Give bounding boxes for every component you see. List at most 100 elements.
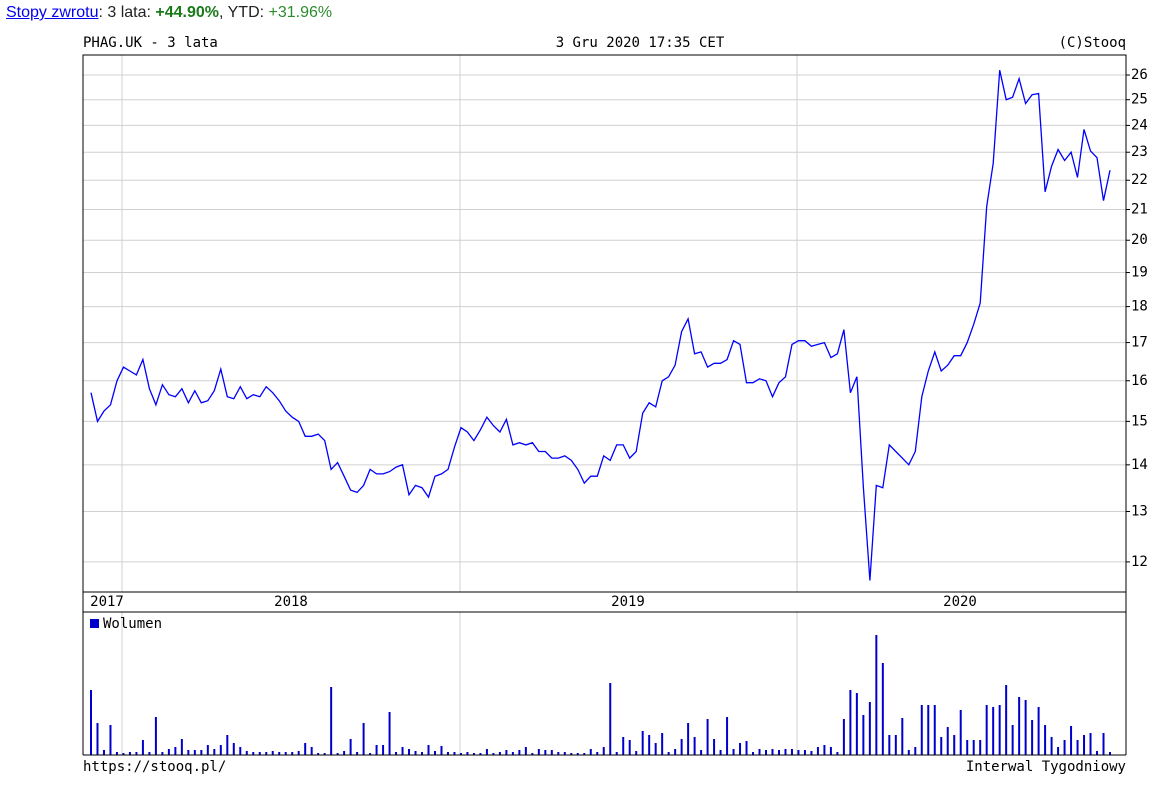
- volume-bar: [369, 753, 372, 755]
- volume-bar: [602, 747, 605, 755]
- volume-bar: [245, 751, 248, 755]
- volume-bar: [284, 752, 287, 755]
- volume-bar: [492, 753, 495, 755]
- volume-bar: [881, 663, 884, 755]
- volume-bar: [713, 739, 716, 755]
- ytd-value: +31.96%: [268, 4, 333, 21]
- y-tick-label: 14: [1131, 457, 1148, 473]
- volume-bar: [148, 752, 151, 755]
- volume-bar: [622, 737, 625, 755]
- volume-bar: [102, 750, 105, 755]
- volume-bar: [395, 752, 398, 755]
- volume-bar: [589, 749, 592, 755]
- volume-bar: [570, 753, 573, 755]
- volume-bar: [1050, 737, 1053, 755]
- volume-bar: [310, 747, 313, 755]
- returns-header: Stopy zwrotu: 3 lata: +44.90%, YTD: +31.…: [6, 4, 332, 22]
- volume-bar: [362, 723, 365, 755]
- volume-bar: [109, 725, 112, 755]
- y-tick-label: 16: [1131, 373, 1148, 389]
- volume-bar: [765, 750, 768, 755]
- volume-bar: [667, 752, 670, 755]
- volume-bar: [648, 735, 651, 755]
- volume-bar: [959, 710, 962, 755]
- volume-bar: [252, 752, 255, 755]
- volume-bar: [336, 753, 339, 755]
- volume-bar: [1005, 685, 1008, 755]
- volume-bar: [96, 723, 99, 755]
- volume-bar: [511, 752, 514, 755]
- volume-bar: [349, 739, 352, 755]
- volume-bar: [271, 751, 274, 755]
- volume-bar: [849, 690, 852, 755]
- volume-bar: [739, 743, 742, 755]
- volume-bar: [635, 751, 638, 755]
- y-tick-label: 13: [1131, 504, 1148, 520]
- volume-bar: [1076, 740, 1079, 755]
- symbol: PHAG.UK - 3 lata: [83, 35, 218, 51]
- volume-bar: [1063, 740, 1066, 755]
- volume-bar: [680, 739, 683, 755]
- volume-bar: [654, 743, 657, 755]
- volume-bar: [940, 737, 943, 755]
- volume-bar: [927, 705, 930, 755]
- year-label: 2019: [611, 594, 645, 610]
- volume-bar: [862, 715, 865, 755]
- volume-bar: [135, 752, 138, 755]
- volume-bar: [213, 749, 216, 755]
- y-tick-label: 15: [1131, 413, 1148, 429]
- period-label: : 3 lata:: [98, 4, 156, 21]
- volume-bar: [141, 740, 144, 755]
- copyright: (C)Stooq: [1059, 35, 1126, 51]
- volume-bar: [661, 733, 664, 755]
- legend-swatch: [90, 619, 99, 628]
- volume-bar: [894, 735, 897, 755]
- returns-link[interactable]: Stopy zwrotu: [6, 4, 99, 21]
- volume-bar: [790, 749, 793, 755]
- volume-bar: [537, 749, 540, 755]
- volume-bar: [219, 745, 222, 755]
- volume-bar: [1044, 725, 1047, 755]
- volume-bar: [907, 750, 910, 755]
- volume-bar: [1109, 752, 1111, 755]
- volume-bar: [687, 723, 690, 755]
- volume-bar: [265, 752, 268, 755]
- volume-bar: [1070, 726, 1073, 755]
- volume-bar: [421, 752, 424, 755]
- volume-bar: [343, 751, 346, 755]
- volume-bar: [200, 750, 203, 755]
- volume-bar: [726, 717, 729, 755]
- volume-bar: [1018, 697, 1021, 755]
- year-label: 2020: [943, 594, 977, 610]
- volume-bar: [239, 747, 242, 755]
- year-strip: [82, 591, 1127, 613]
- volume-bar: [297, 751, 300, 755]
- volume-bar: [771, 749, 774, 755]
- volume-bar: [440, 746, 443, 755]
- volume-bar: [576, 753, 579, 755]
- volume-bar: [674, 749, 677, 755]
- volume-bar: [1037, 707, 1040, 755]
- volume-bar: [323, 753, 326, 755]
- volume-bar: [472, 753, 475, 755]
- volume-bar: [531, 753, 534, 755]
- volume-bar: [382, 745, 385, 755]
- y-tick-label: 21: [1131, 202, 1148, 218]
- volume-bar: [1089, 733, 1092, 755]
- volume-bar: [777, 750, 780, 755]
- volume-bar: [810, 751, 813, 755]
- volume-bar: [803, 750, 806, 755]
- volume-bar: [1083, 735, 1086, 755]
- volume-bar: [920, 705, 923, 755]
- volume-bar: [330, 687, 333, 755]
- volume-bar: [174, 747, 177, 755]
- volume-bar: [557, 752, 560, 755]
- volume-bar: [453, 752, 456, 755]
- volume-bar: [1031, 720, 1034, 755]
- volume-bar: [836, 752, 839, 755]
- volume-bar: [563, 752, 566, 755]
- volume-bar: [914, 747, 917, 755]
- volume-bar: [609, 683, 612, 755]
